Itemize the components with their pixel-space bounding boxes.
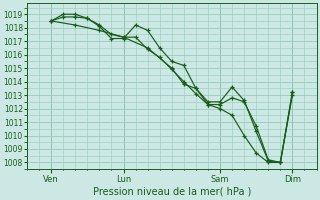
X-axis label: Pression niveau de la mer( hPa ): Pression niveau de la mer( hPa ) (92, 187, 251, 197)
